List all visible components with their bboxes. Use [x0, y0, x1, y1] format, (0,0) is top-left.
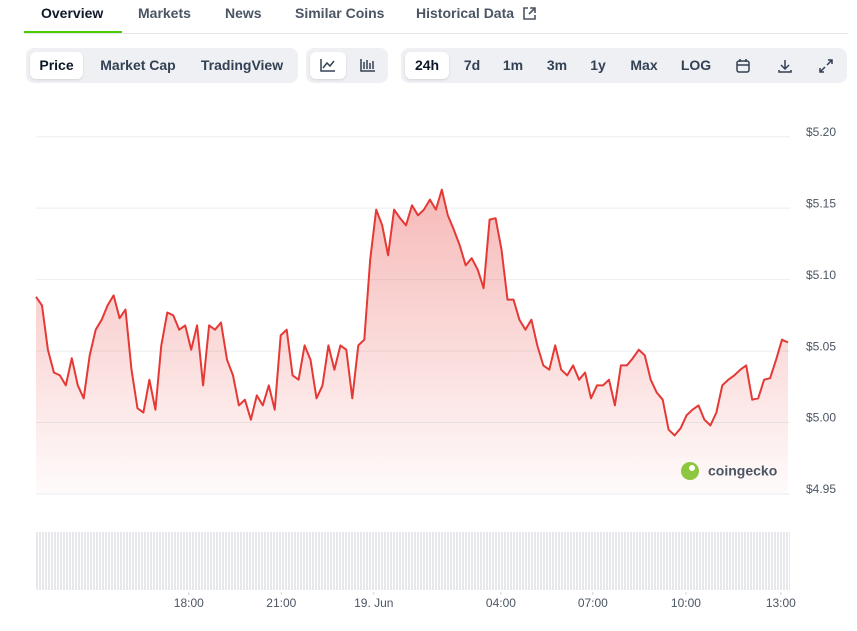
tab[interactable]: Overview	[41, 5, 104, 21]
external-link-icon	[523, 7, 536, 20]
volume-band	[36, 532, 790, 590]
toggle-button[interactable]: Market Cap	[100, 57, 176, 73]
price-chart: coingecko $4.95 $5.00 $5.05 $5.10 $5.15 $5.20…	[35, 125, 836, 610]
watermark-text: coingecko	[708, 463, 777, 479]
fullscreen-button[interactable]	[818, 58, 834, 74]
y-tick-label: $5.20	[806, 125, 836, 139]
tab[interactable]: News	[225, 5, 262, 21]
toggle-button[interactable]: Price	[30, 52, 83, 79]
line-icon	[320, 59, 335, 72]
y-tick-label: $4.95	[806, 482, 836, 496]
price-line	[35, 188, 789, 437]
tab-bar: Overview Markets News Similar Coins Hist…	[24, 0, 848, 34]
toggle-button[interactable]: TradingView	[200, 57, 284, 73]
x-tick-label: 18:00	[174, 596, 204, 610]
x-tick-label: 13:00	[766, 596, 796, 610]
range-button[interactable]: LOG	[680, 57, 712, 73]
y-tick-label: $5.10	[806, 268, 836, 282]
range-button[interactable]: 1y	[590, 57, 606, 73]
y-tick-label: $5.05	[806, 339, 836, 353]
x-tick-label: 19. Jun	[354, 596, 393, 610]
tab[interactable]: Historical Data	[416, 5, 515, 21]
tab[interactable]: Similar Coins	[295, 5, 385, 21]
x-tick-label: 07:00	[578, 596, 608, 610]
active-tab-indicator	[24, 31, 122, 33]
candle-icon	[360, 59, 375, 72]
tab[interactable]: Markets	[138, 5, 191, 21]
range-button[interactable]: 7d	[463, 57, 481, 73]
x-tick-label: 04:00	[486, 596, 516, 610]
calendar-button[interactable]	[735, 58, 751, 74]
range-toggle: 24h 7d 1m 3m 1y Max LOG	[401, 48, 847, 83]
range-button[interactable]: Max	[630, 57, 658, 73]
price-area	[36, 189, 788, 494]
y-tick-label: $5.00	[806, 411, 836, 425]
range-button[interactable]: 1m	[502, 57, 524, 73]
x-tick-label: 21:00	[266, 596, 296, 610]
watermark: coingecko	[681, 462, 777, 480]
chart-style-toggle	[306, 48, 388, 83]
range-button[interactable]: 3m	[546, 57, 568, 73]
x-tick-label: 10:00	[671, 596, 701, 610]
chart-type-toggle: Price Market Cap TradingView	[26, 48, 298, 83]
y-tick-label: $5.15	[806, 196, 836, 210]
candle-chart-button[interactable]	[350, 52, 386, 79]
download-button[interactable]	[777, 58, 793, 74]
line-chart-button[interactable]	[310, 52, 346, 79]
range-button[interactable]: 24h	[405, 52, 449, 79]
